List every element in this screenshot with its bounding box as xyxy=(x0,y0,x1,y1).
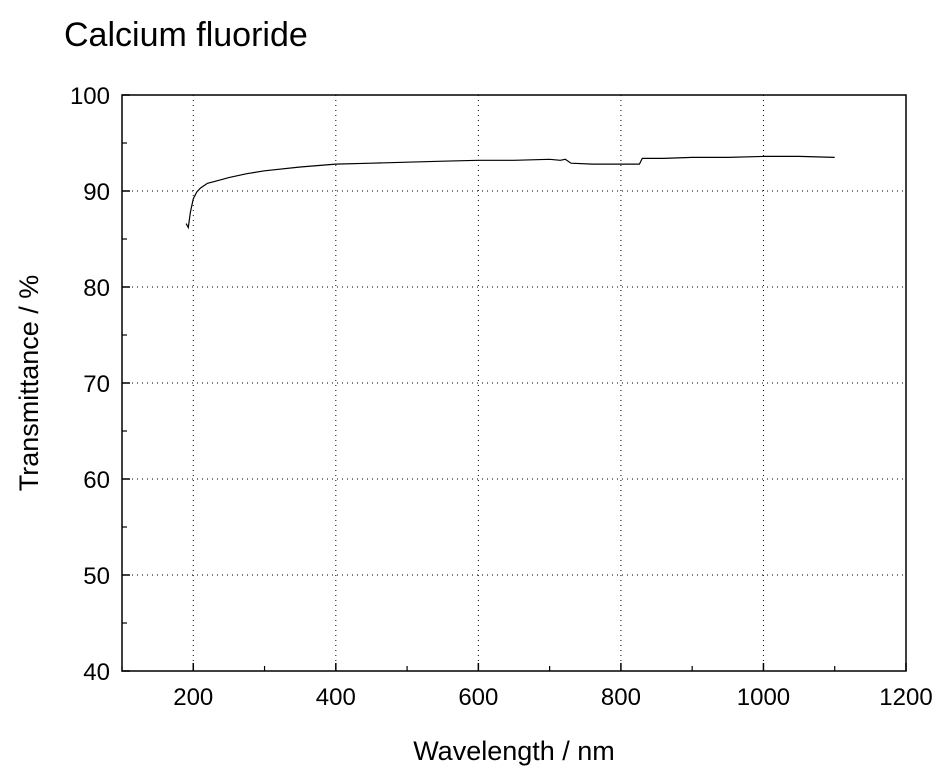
x-tick-label: 600 xyxy=(458,684,498,711)
x-tick-label: 400 xyxy=(316,684,356,711)
y-tick-label: 70 xyxy=(83,371,110,398)
chart-title: Calcium fluoride xyxy=(64,16,308,54)
y-tick-label: 60 xyxy=(83,467,110,494)
plot-frame xyxy=(121,94,907,672)
x-tick-label: 1200 xyxy=(879,684,932,711)
grid xyxy=(122,95,906,671)
y-axis-label: Transmittance / % xyxy=(14,275,44,492)
y-tick-label: 50 xyxy=(83,563,110,590)
x-tick-label: 1000 xyxy=(737,684,790,711)
y-tick-label: 80 xyxy=(83,275,110,302)
series-line xyxy=(185,155,835,230)
x-tick-label: 800 xyxy=(601,684,641,711)
x-axis-label: Wavelength / nm xyxy=(413,736,615,766)
y-tick-label: 40 xyxy=(83,659,110,686)
ticks: 200 400 600 800 1000 1200 40 50 60 70 80 90 100 xyxy=(70,83,933,711)
x-tick-label: 200 xyxy=(173,684,213,711)
y-tick-label: 90 xyxy=(83,179,110,206)
y-tick-label: 100 xyxy=(70,83,110,110)
